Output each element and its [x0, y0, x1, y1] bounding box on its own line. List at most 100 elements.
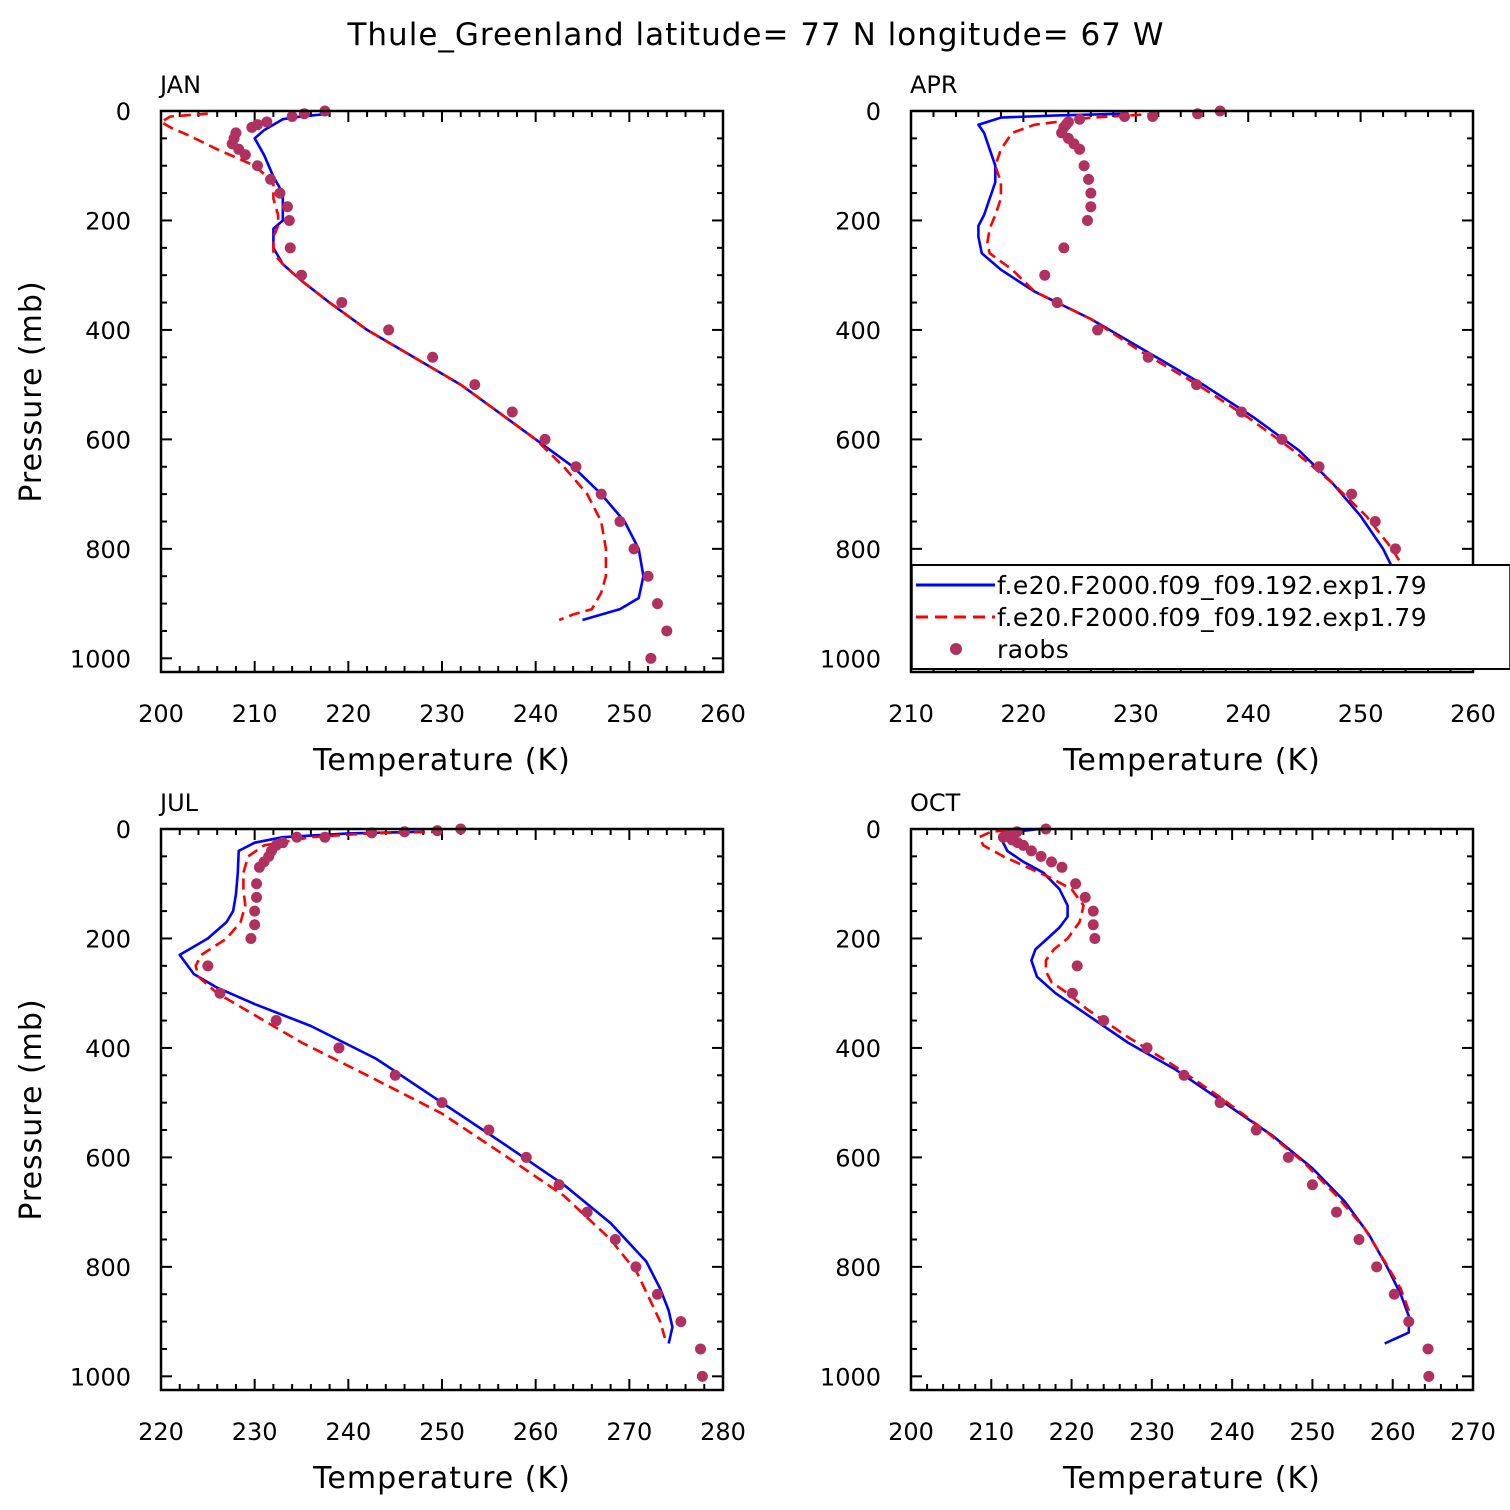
raobs-point	[431, 825, 443, 837]
raobs-point	[239, 149, 251, 161]
series-line-model1	[977, 112, 1407, 622]
raobs-point	[1141, 1042, 1153, 1054]
raobs-point	[1085, 187, 1097, 199]
panel-title-jul: JUL	[158, 789, 199, 817]
panel-apr: APR 210 220 230 240 250 260 0 200 400 600 800 1000…	[820, 71, 1496, 778]
raobs-point	[1098, 1015, 1110, 1027]
raobs-point	[246, 121, 258, 133]
raobs-point	[1071, 960, 1083, 972]
raobs-point	[520, 1151, 532, 1163]
x-tick-label: 240	[513, 700, 559, 728]
panel-title-apr: APR	[910, 71, 958, 99]
x-tick-label: 230	[232, 1418, 278, 1446]
x-tick-label: 270	[606, 1418, 652, 1446]
axis-ticks	[910, 828, 1474, 1390]
raobs-point	[1056, 861, 1068, 873]
raobs-point	[1389, 543, 1401, 555]
raobs-point	[202, 960, 214, 972]
raobs-point	[427, 351, 439, 363]
raobs-point	[628, 543, 640, 555]
plot-area	[977, 823, 1435, 1382]
x-axis-label: Temperature (K)	[1062, 1461, 1321, 1496]
raobs-point	[1078, 160, 1090, 172]
y-tick-labels: 0 200 400 600 800 1000	[820, 816, 881, 1391]
raobs-point	[1035, 850, 1047, 862]
x-tick-label: 250	[1338, 700, 1384, 728]
raobs-point	[1147, 110, 1159, 122]
y-tick-label: 600	[835, 1144, 881, 1172]
raobs-point	[251, 160, 263, 172]
raobs-point	[483, 1124, 495, 1136]
x-axis-label: Temperature (K)	[312, 743, 571, 778]
raobs-point	[1331, 1206, 1343, 1218]
x-tick-labels: 220 230 240 250 260 270 280	[138, 1418, 746, 1446]
x-tick-label: 280	[700, 1418, 746, 1446]
raobs-point	[284, 242, 296, 254]
raobs-point	[997, 831, 1009, 843]
panel-title-jan: JAN	[158, 71, 201, 99]
raobs-point	[245, 932, 257, 944]
raobs-point	[249, 905, 261, 917]
raobs-point	[506, 406, 518, 418]
legend: f.e20.F2000.f09_f09.192.exp1.79 f.e20.F2…	[911, 564, 1510, 670]
raobs-point	[333, 1042, 345, 1054]
raobs-point	[286, 110, 298, 122]
y-tick-label: 1000	[70, 645, 131, 673]
x-tick-label: 220	[1000, 700, 1046, 728]
raobs-point	[1306, 1179, 1318, 1191]
axis-ticks	[160, 828, 724, 1390]
x-tick-label: 240	[1225, 700, 1271, 728]
raobs-point	[539, 433, 551, 445]
raobs-point	[553, 1179, 565, 1191]
y-tick-label: 400	[85, 1035, 131, 1063]
raobs-point	[1070, 878, 1082, 890]
plot-frame	[159, 827, 725, 1392]
y-tick-label: 200	[835, 925, 881, 953]
raobs-point	[251, 878, 263, 890]
raobs-point	[696, 1370, 708, 1382]
x-tick-label: 230	[419, 700, 465, 728]
raobs-point	[1083, 173, 1095, 185]
x-tick-label: 260	[1370, 1418, 1416, 1446]
x-tick-labels: 210 220 230 240 250 260	[888, 700, 1496, 728]
plot-frame	[909, 827, 1475, 1392]
legend-box	[911, 564, 1510, 670]
series-line-model1	[253, 112, 645, 622]
raobs-point	[319, 831, 331, 843]
x-tick-label: 270	[1450, 1418, 1496, 1446]
raobs-point	[1039, 269, 1051, 281]
raobs-point	[1371, 1261, 1383, 1273]
raobs-point	[1079, 891, 1091, 903]
y-tick-label: 800	[85, 1254, 131, 1282]
raobs-point	[609, 1233, 621, 1245]
raobs-point	[630, 1261, 642, 1273]
raobs-point	[1142, 351, 1154, 363]
legend-label-model2: f.e20.F2000.f09_f09.192.exp1.79	[997, 603, 1427, 632]
raobs-point	[253, 861, 265, 873]
raobs-point	[249, 919, 261, 931]
raobs-point	[1282, 1151, 1294, 1163]
raobs-point	[1423, 1370, 1435, 1382]
raobs-point	[383, 324, 395, 336]
raobs-point	[251, 891, 263, 903]
x-tick-label: 210	[888, 700, 934, 728]
raobs-point	[614, 515, 626, 527]
raobs-point	[1178, 1069, 1190, 1081]
plot-frame	[909, 109, 1475, 674]
raobs-point	[1388, 1288, 1400, 1300]
raobs-point	[283, 214, 295, 226]
raobs-point	[1051, 297, 1063, 309]
raobs-point	[651, 1288, 663, 1300]
raobs-point	[1422, 1343, 1434, 1355]
y-axis-label: Pressure (mb)	[14, 998, 49, 1220]
x-tick-label: 260	[1450, 700, 1496, 728]
y-tick-label: 0	[866, 98, 881, 126]
raobs-point	[570, 461, 582, 473]
y-tick-label: 800	[85, 536, 131, 564]
x-tick-label: 260	[700, 700, 746, 728]
x-tick-label: 230	[1129, 1418, 1175, 1446]
y-tick-label: 1000	[820, 1363, 881, 1391]
raobs-point	[336, 297, 348, 309]
series-line-model2	[194, 830, 667, 1339]
